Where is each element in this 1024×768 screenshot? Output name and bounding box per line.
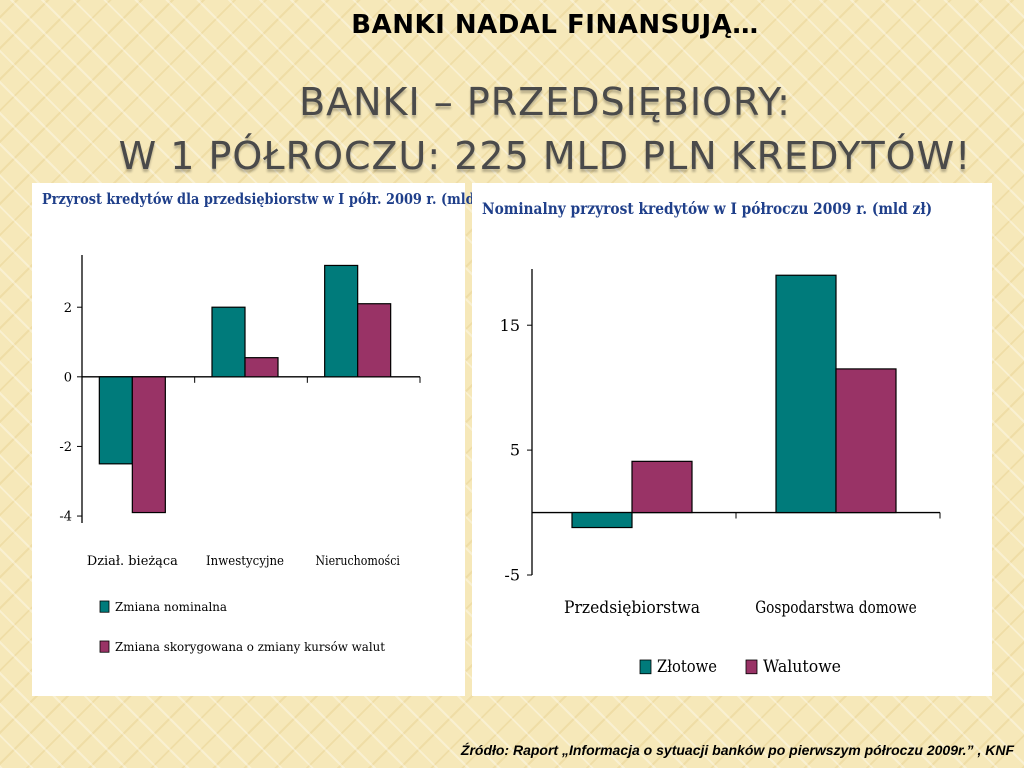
chart-left: 2 0 -2 -4 Dział. bieżąca Inwestycyjne Nierucho… [59,255,421,654]
legend-label: Zmiana skorygowana o zmiany kursów walut [115,640,385,654]
slide-title-line-1: BANKI – PRZEDSIĘBIORY: [299,80,791,124]
legend-label: Zmiana nominalna [115,600,227,614]
y-tick-label: -4 [59,510,72,525]
chart-right: 15 5 -5 Przedsiębiorstwa Gospodarstwa domowe… [500,269,941,677]
bar-series1 [211,306,246,378]
bar-series2 [631,460,693,514]
chart-panel-left: 2 0 -2 -4 Dział. bieżąca Inwestycyjne Nierucho… [32,183,498,696]
bar-series2 [357,303,392,378]
y-tick-label: 15 [500,316,520,335]
bar-series2 [835,368,897,514]
bar-series1 [775,274,837,514]
chart-left-title: Przyrost kredytów dla przedsiębiorstw w … [42,190,498,208]
legend-swatch [99,600,110,613]
legend-swatch [639,659,652,675]
chart-right-title: Nominalny przyrost kredytów w I półroczu… [482,199,933,218]
category-label: Przedsiębiorstwa [564,598,700,618]
legend-label: Złotowe [657,657,717,677]
legend-swatch [745,659,758,675]
y-tick-label: -2 [59,440,72,455]
y-tick-label: 2 [64,301,72,316]
y-tick-label: -5 [504,566,520,585]
category-label: Dział. bieżąca [87,554,178,569]
bar-series1 [98,376,133,465]
slide-title-line-2: W 1 PÓŁROCZU: 225 MLD PLN KREDYTÓW! [118,134,972,178]
category-label: Gospodarstwa domowe [755,598,917,618]
bar-series1 [324,264,359,378]
source-note: Źródło: Raport „Informacja o sytuacji ba… [460,742,1014,758]
chart-panel-right: 15 5 -5 Przedsiębiorstwa Gospodarstwa domowe… [472,183,992,696]
y-tick-label: 0 [64,370,72,385]
slide-subtitle: BANKI NADAL FINANSUJĄ… [351,10,759,40]
y-tick-label: 5 [510,441,520,460]
category-label: Nieruchomości [315,554,400,569]
legend-label: Walutowe [763,657,841,677]
bar-series2 [131,376,166,514]
legend-swatch [99,640,110,653]
category-label: Inwestycyjne [206,554,284,569]
bar-series2 [244,357,279,378]
bar-series1 [571,511,633,529]
